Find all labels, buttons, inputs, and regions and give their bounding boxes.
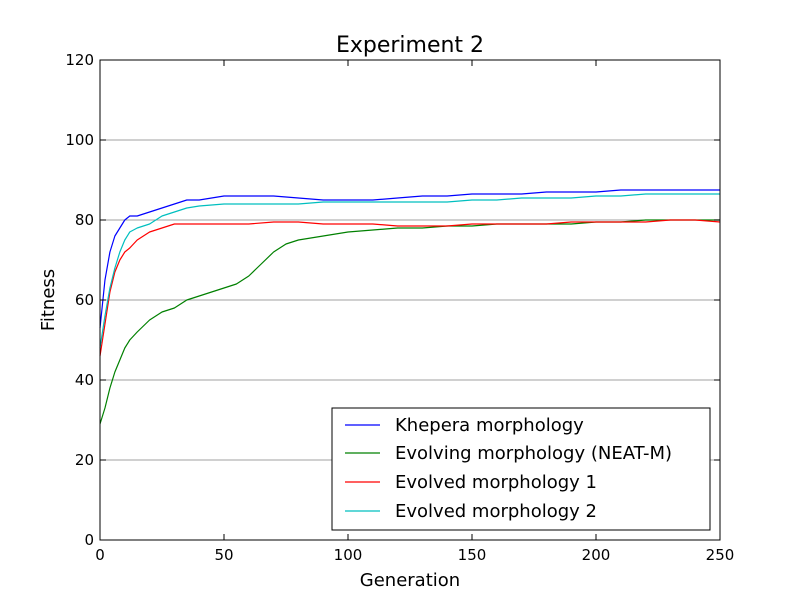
x-tick-label: 150 [458,546,487,564]
y-tick-label: 100 [65,131,94,149]
y-axis-label: Fitness [38,269,59,331]
y-tick-label: 120 [65,51,94,69]
series-line-1 [99,219,720,425]
x-tick-label: 250 [706,546,735,564]
y-tick-label: 80 [75,211,94,229]
y-tick-label: 60 [75,291,94,309]
x-tick-label: 0 [95,546,105,564]
legend: Khepera morphology Evolving morphology (… [331,407,711,531]
x-tick-label: 100 [334,546,363,564]
series-line-2 [99,219,721,357]
series-layer [99,189,721,425]
legend-box [331,407,711,531]
legend-label-evolved-1: Evolved morphology 1 [395,472,597,493]
x-axis-label: Generation [360,570,460,591]
y-tick-label: 0 [84,531,94,549]
legend-label-neat-m: Evolving morphology (NEAT-M) [395,443,672,464]
legend-label-khepera: Khepera morphology [395,415,584,436]
chart-title: Experiment 2 [336,33,484,58]
series-line-3 [99,193,720,349]
y-tick-label: 20 [75,451,94,469]
legend-label-evolved-2: Evolved morphology 2 [395,501,597,522]
series-line-0 [99,189,720,329]
y-tick-label: 40 [75,371,94,389]
x-tick-label: 200 [582,546,611,564]
tick-layer: 0 20 40 60 80 100 120 0 50 100 150 200 250 [65,51,734,564]
x-tick-label: 50 [214,546,233,564]
